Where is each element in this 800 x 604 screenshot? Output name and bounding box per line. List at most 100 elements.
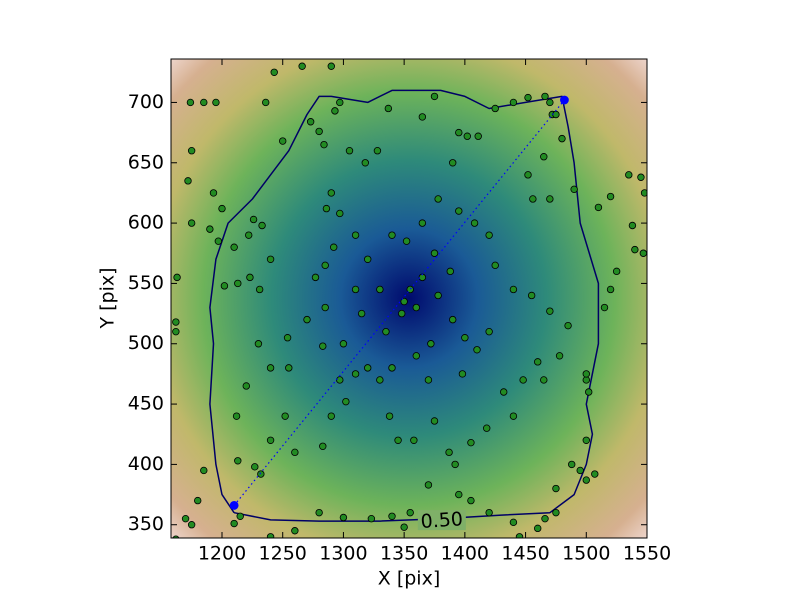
point	[367, 514, 376, 523]
point	[315, 127, 323, 136]
point	[585, 388, 593, 396]
point	[385, 412, 394, 420]
point	[485, 508, 493, 517]
point	[576, 466, 584, 475]
point	[606, 285, 615, 294]
y-tick-label: 500	[128, 332, 164, 354]
point	[257, 470, 265, 478]
point	[552, 508, 560, 517]
point	[491, 104, 499, 113]
point	[461, 334, 469, 342]
point	[384, 104, 393, 113]
point	[232, 412, 241, 420]
point	[266, 436, 275, 444]
point	[187, 146, 196, 155]
point	[540, 376, 548, 384]
point	[209, 189, 218, 197]
point	[230, 243, 238, 251]
point	[315, 508, 323, 517]
point	[424, 481, 433, 489]
x-tick-label: 1250	[259, 543, 307, 565]
point	[529, 195, 537, 203]
point	[445, 448, 453, 457]
point	[558, 134, 566, 143]
point	[345, 146, 354, 155]
point	[327, 62, 335, 70]
point	[357, 309, 366, 318]
point	[220, 282, 229, 290]
point	[568, 460, 576, 469]
point	[500, 388, 508, 396]
point	[412, 352, 420, 360]
y-tick-label: 350	[128, 513, 164, 535]
point	[373, 146, 382, 155]
point	[509, 412, 518, 420]
point	[552, 484, 560, 493]
point	[186, 98, 195, 107]
point	[351, 231, 360, 239]
point	[172, 318, 180, 326]
point	[364, 255, 372, 263]
point	[382, 327, 390, 336]
point	[218, 204, 226, 213]
point	[266, 364, 275, 372]
y-tick-label: 650	[128, 151, 164, 173]
point	[470, 219, 479, 227]
point	[446, 267, 454, 276]
point	[509, 518, 518, 527]
point	[546, 307, 554, 315]
point	[321, 261, 329, 270]
point	[291, 527, 299, 535]
point	[187, 219, 196, 227]
point	[546, 98, 554, 107]
point	[255, 285, 264, 294]
point	[327, 189, 335, 197]
point	[491, 261, 499, 270]
point	[266, 533, 275, 538]
point	[463, 132, 471, 140]
x-tick-label: 1200	[198, 543, 246, 565]
point	[534, 524, 542, 533]
point	[582, 476, 590, 484]
point	[449, 315, 457, 324]
point	[172, 535, 180, 538]
point	[330, 243, 338, 251]
point	[594, 203, 603, 212]
point	[582, 436, 590, 444]
point	[351, 370, 360, 378]
point	[336, 376, 344, 384]
point	[582, 370, 590, 378]
contour-label: 0.50	[420, 508, 464, 533]
point	[339, 340, 348, 348]
point	[339, 513, 348, 522]
point	[200, 466, 208, 475]
point	[230, 519, 238, 528]
point	[564, 321, 572, 330]
point	[200, 98, 208, 107]
point	[251, 463, 259, 471]
point	[266, 255, 275, 263]
point	[540, 153, 548, 161]
contour-label-bg	[417, 510, 466, 531]
point	[427, 340, 435, 348]
point	[342, 397, 350, 406]
point	[449, 159, 457, 167]
point	[430, 249, 439, 257]
y-tick-label: 600	[128, 212, 164, 234]
point	[434, 195, 442, 203]
point	[184, 177, 192, 185]
point	[524, 93, 532, 102]
point	[406, 508, 414, 517]
point	[524, 171, 532, 179]
y-tick-label: 550	[128, 272, 164, 294]
point	[509, 285, 518, 294]
point	[591, 470, 599, 478]
point	[509, 98, 518, 107]
point	[418, 113, 427, 121]
point	[474, 132, 482, 140]
point	[291, 448, 299, 457]
point	[212, 98, 220, 107]
point	[376, 376, 384, 384]
